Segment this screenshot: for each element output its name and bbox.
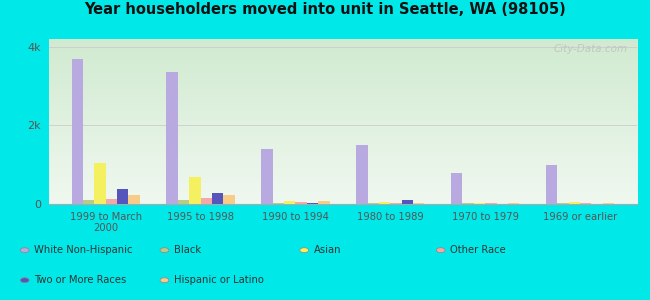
Bar <box>546 165 557 204</box>
Bar <box>106 199 117 204</box>
Bar <box>367 203 379 204</box>
Bar <box>307 203 318 204</box>
Bar <box>402 200 413 204</box>
Bar <box>390 203 402 204</box>
Bar <box>189 177 201 204</box>
Bar <box>284 201 296 204</box>
Bar <box>451 172 462 204</box>
Text: Other Race: Other Race <box>450 245 506 255</box>
Bar <box>318 201 330 204</box>
Text: Year householders moved into unit in Seattle, WA (98105): Year householders moved into unit in Sea… <box>84 2 566 16</box>
Bar <box>557 203 569 204</box>
Bar <box>178 200 189 204</box>
Bar <box>83 200 94 204</box>
Bar <box>212 193 224 204</box>
Bar <box>485 203 497 204</box>
Text: White Non-Hispanic: White Non-Hispanic <box>34 245 133 255</box>
Bar <box>580 203 592 204</box>
Bar <box>117 190 129 204</box>
Bar <box>356 145 367 204</box>
Bar <box>94 163 106 204</box>
Bar <box>129 195 140 204</box>
Text: Hispanic or Latino: Hispanic or Latino <box>174 275 264 285</box>
Text: Two or More Races: Two or More Races <box>34 275 127 285</box>
Bar <box>224 195 235 204</box>
Text: Asian: Asian <box>314 245 341 255</box>
Bar <box>462 203 474 204</box>
Bar <box>166 72 178 204</box>
Text: City-Data.com: City-Data.com <box>554 44 628 54</box>
Bar <box>413 203 424 204</box>
Text: Black: Black <box>174 245 202 255</box>
Bar <box>474 203 485 204</box>
Bar <box>72 58 83 204</box>
Bar <box>261 149 272 204</box>
Bar <box>296 202 307 204</box>
Bar <box>569 202 580 204</box>
Bar <box>508 203 519 204</box>
Bar <box>201 198 212 204</box>
Bar <box>603 203 614 204</box>
Bar <box>272 203 284 204</box>
Bar <box>379 202 390 204</box>
